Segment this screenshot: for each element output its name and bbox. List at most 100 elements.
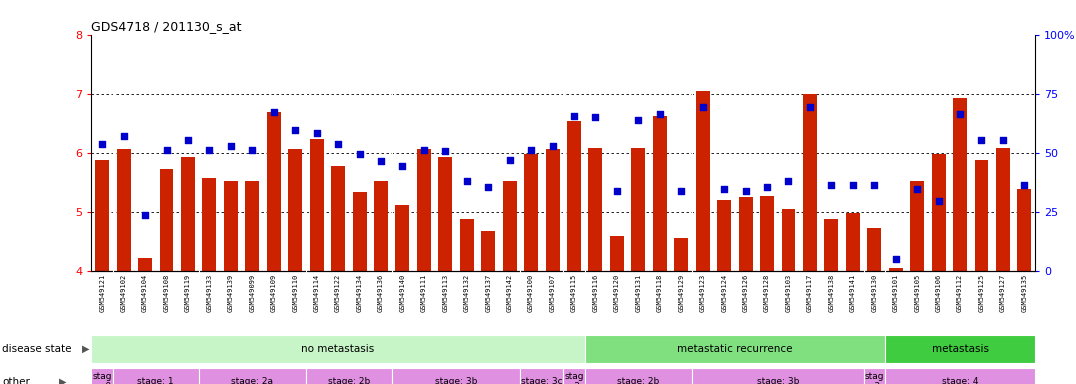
Point: [372, 159, 390, 165]
Text: GSM549139: GSM549139: [228, 274, 233, 312]
Bar: [884, 335, 1035, 363]
Text: GSM549136: GSM549136: [378, 274, 384, 312]
Bar: [803, 94, 817, 271]
Bar: [392, 368, 521, 384]
Text: GSM549099: GSM549099: [250, 274, 255, 312]
Text: GDS4718 / 201130_s_at: GDS4718 / 201130_s_at: [91, 20, 242, 33]
Text: metastatic recurrence: metastatic recurrence: [677, 344, 793, 354]
Text: stage: 1: stage: 1: [138, 377, 174, 384]
Bar: [781, 209, 795, 271]
Bar: [91, 368, 113, 384]
Bar: [718, 200, 731, 271]
Bar: [760, 196, 774, 271]
Text: GSM549110: GSM549110: [293, 274, 298, 312]
Text: stage: 2b: stage: 2b: [328, 377, 370, 384]
Point: [973, 137, 990, 143]
Text: GSM549106: GSM549106: [936, 274, 942, 312]
Text: other: other: [2, 377, 30, 384]
Bar: [996, 148, 1010, 271]
Bar: [288, 149, 302, 271]
Bar: [224, 181, 238, 271]
Bar: [589, 148, 603, 271]
Bar: [867, 228, 881, 271]
Bar: [202, 178, 216, 271]
Point: [308, 130, 325, 136]
Text: stage: 3b: stage: 3b: [435, 377, 478, 384]
Point: [523, 147, 540, 153]
Point: [716, 186, 733, 192]
Text: stag
e: 3c: stag e: 3c: [863, 372, 886, 384]
Bar: [459, 219, 473, 271]
Text: ▶: ▶: [59, 377, 67, 384]
Text: GSM549138: GSM549138: [829, 274, 834, 312]
Point: [994, 137, 1011, 143]
Bar: [884, 368, 1035, 384]
Point: [265, 109, 282, 116]
Point: [866, 182, 883, 188]
Text: GSM549108: GSM549108: [164, 274, 170, 312]
Bar: [846, 213, 860, 271]
Text: stage: 3c: stage: 3c: [521, 377, 563, 384]
Point: [930, 198, 947, 204]
Text: GSM549115: GSM549115: [571, 274, 577, 312]
Text: GSM549135: GSM549135: [1021, 274, 1028, 312]
Point: [672, 188, 690, 194]
Text: GSM549104: GSM549104: [142, 274, 148, 312]
Text: disease state: disease state: [2, 344, 72, 354]
Point: [415, 147, 433, 153]
Point: [759, 184, 776, 190]
Point: [223, 142, 240, 149]
Bar: [116, 149, 130, 271]
Point: [629, 117, 647, 123]
Text: stage: 2a: stage: 2a: [231, 377, 273, 384]
Bar: [567, 121, 581, 271]
Text: GSM549114: GSM549114: [313, 274, 320, 312]
Text: ▶: ▶: [82, 344, 89, 354]
Text: GSM549120: GSM549120: [614, 274, 620, 312]
Bar: [975, 160, 989, 271]
Text: metastasis: metastasis: [932, 344, 989, 354]
Bar: [502, 181, 516, 271]
Bar: [864, 368, 884, 384]
Bar: [353, 192, 367, 271]
Bar: [331, 166, 345, 271]
Bar: [932, 154, 946, 271]
Bar: [95, 160, 109, 271]
Text: GSM549109: GSM549109: [271, 274, 277, 312]
Text: GSM549103: GSM549103: [785, 274, 792, 312]
Bar: [159, 169, 173, 271]
Point: [565, 113, 582, 119]
Bar: [632, 148, 646, 271]
Text: stage: 2b: stage: 2b: [618, 377, 660, 384]
Text: GSM549121: GSM549121: [99, 274, 105, 312]
Text: GSM549129: GSM549129: [678, 274, 684, 312]
Point: [951, 111, 968, 118]
Text: GSM549128: GSM549128: [764, 274, 770, 312]
Bar: [181, 157, 195, 271]
Text: GSM549102: GSM549102: [121, 274, 127, 312]
Text: stage: 3b: stage: 3b: [756, 377, 799, 384]
Bar: [310, 139, 324, 271]
Bar: [91, 335, 584, 363]
Text: GSM549132: GSM549132: [464, 274, 470, 312]
Bar: [610, 237, 624, 271]
Point: [94, 141, 111, 147]
Text: GSM549124: GSM549124: [721, 274, 727, 312]
Point: [115, 133, 132, 139]
Point: [780, 178, 797, 184]
Text: GSM549131: GSM549131: [635, 274, 641, 312]
Text: GSM549116: GSM549116: [593, 274, 598, 312]
Bar: [245, 181, 259, 271]
Text: GSM549112: GSM549112: [957, 274, 963, 312]
Bar: [521, 368, 564, 384]
Bar: [481, 230, 495, 271]
Point: [437, 148, 454, 154]
Text: GSM549107: GSM549107: [550, 274, 555, 312]
Bar: [396, 205, 409, 271]
Text: GSM549134: GSM549134: [356, 274, 363, 312]
Bar: [910, 181, 924, 271]
Text: stage: 4: stage: 4: [942, 377, 978, 384]
Text: GSM549105: GSM549105: [915, 274, 920, 312]
Bar: [889, 268, 903, 271]
Bar: [692, 368, 864, 384]
